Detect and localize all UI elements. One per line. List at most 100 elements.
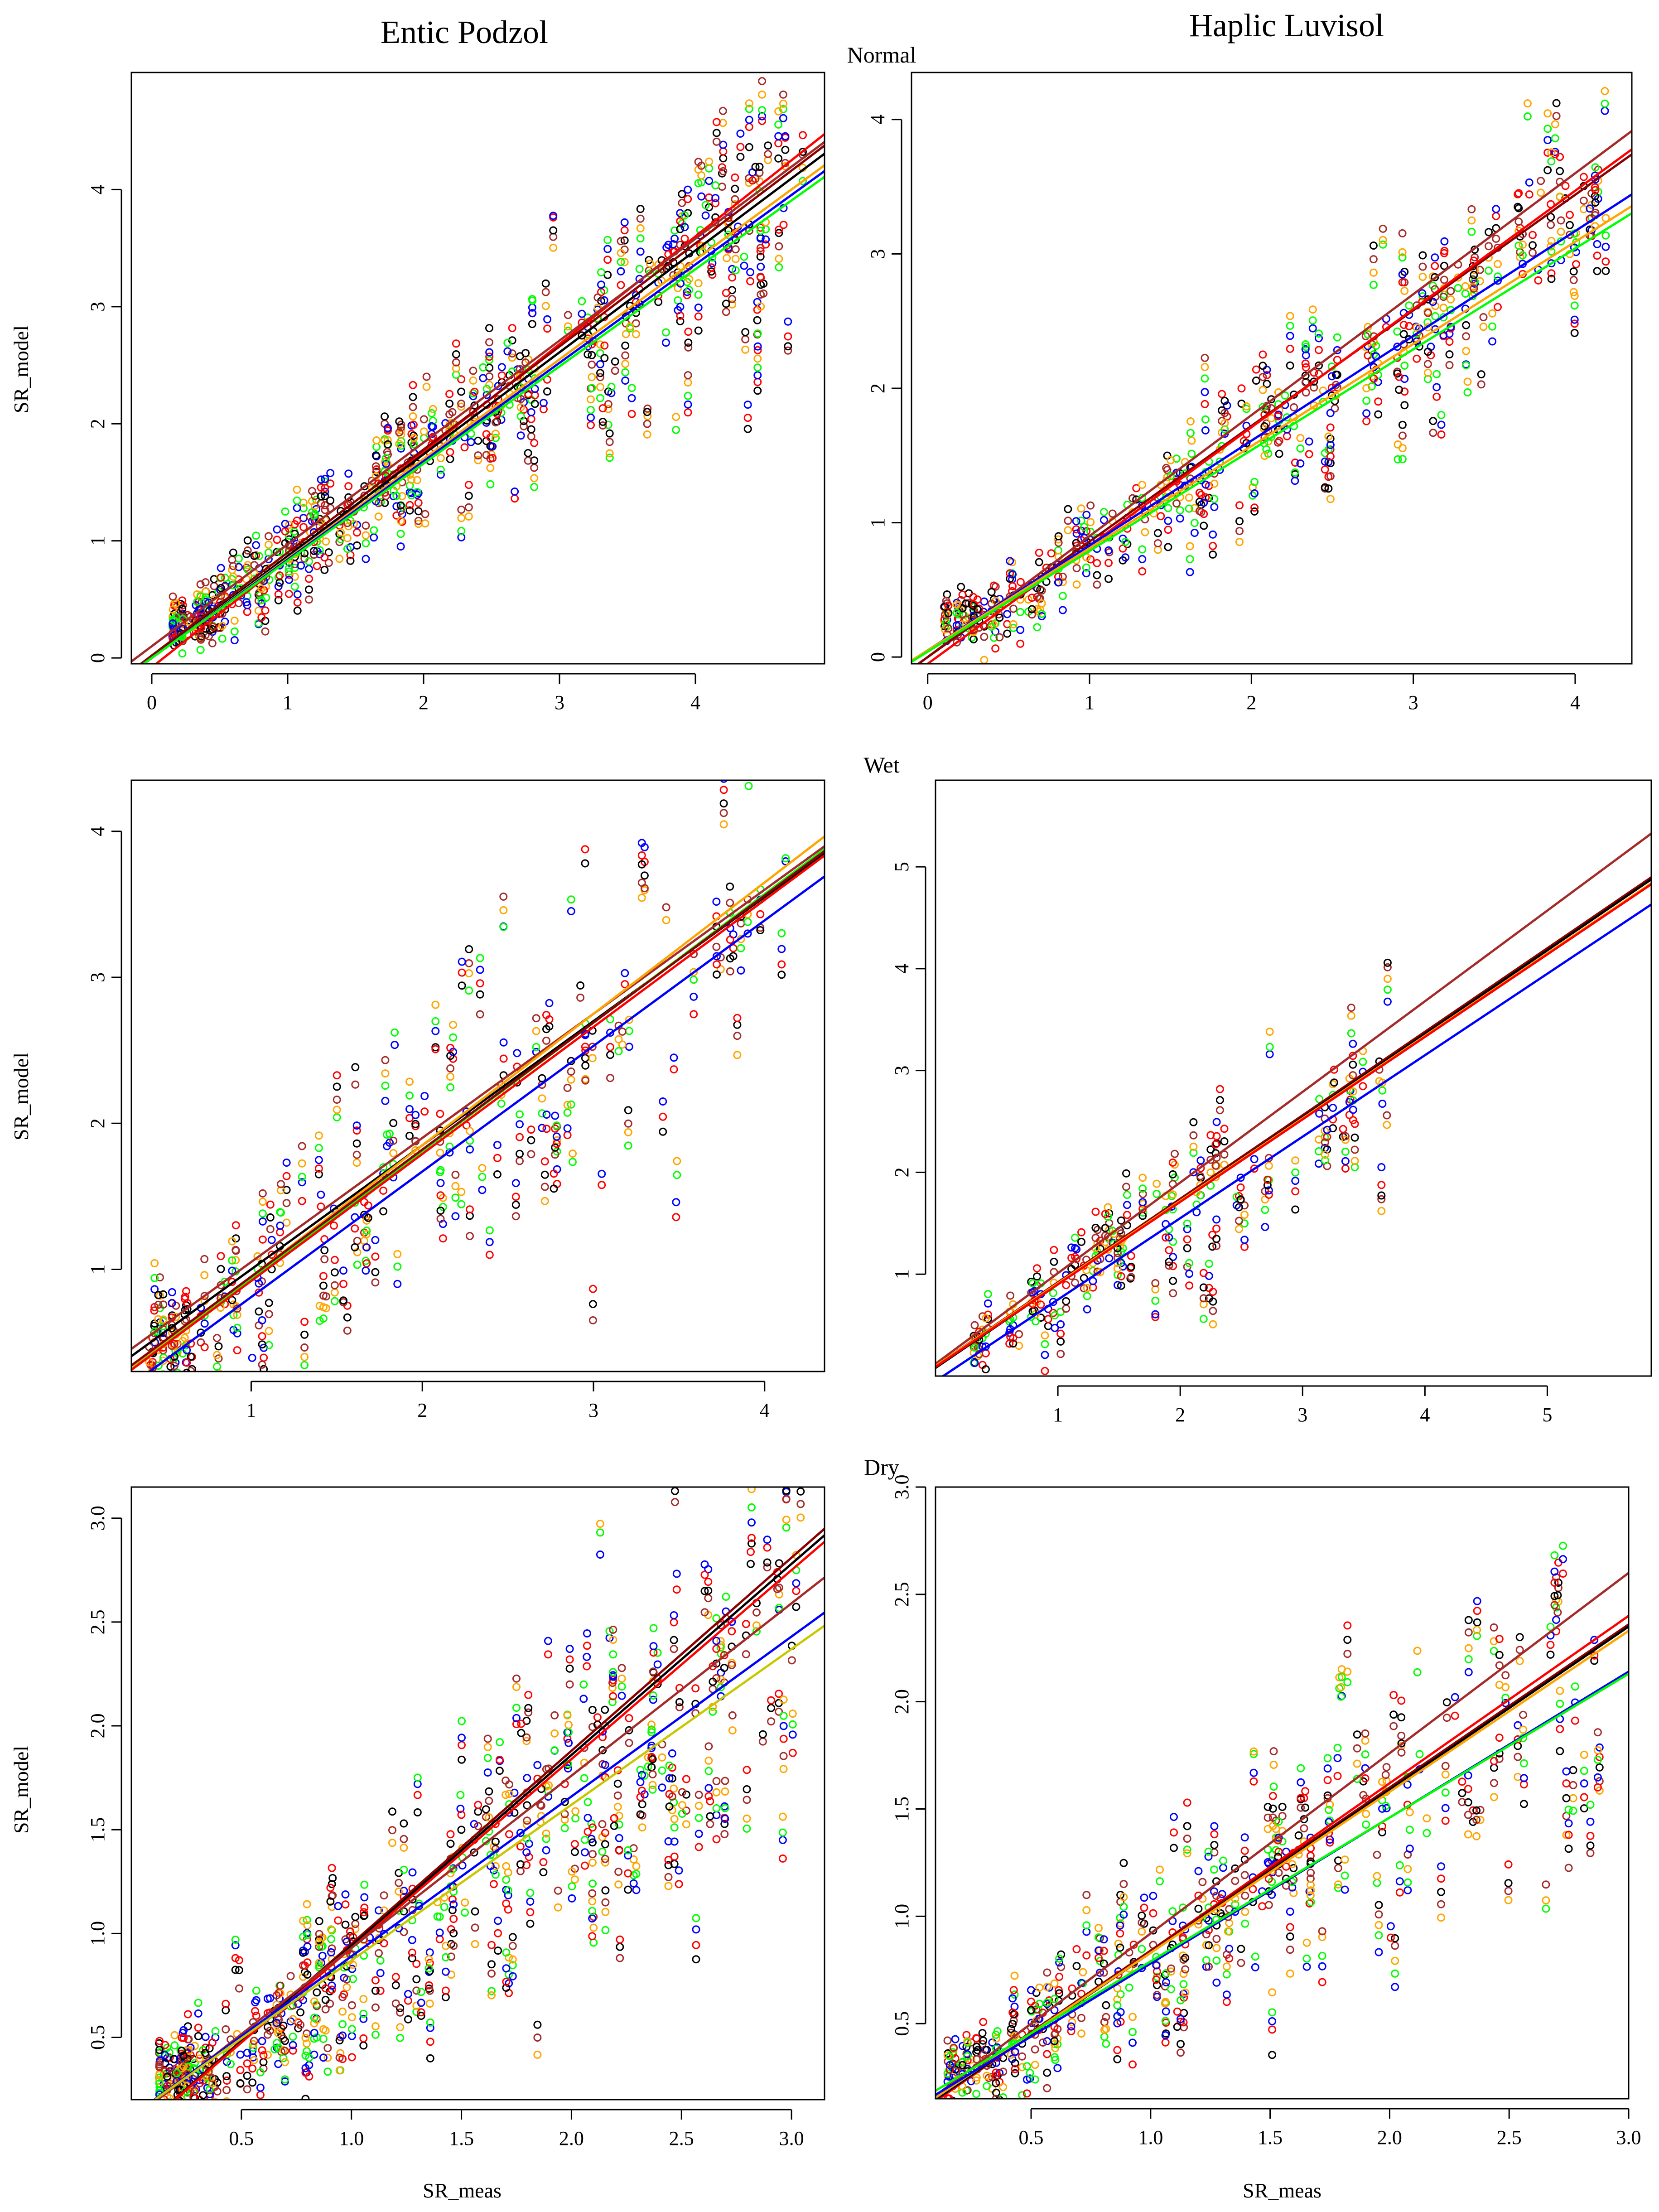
data-point	[229, 548, 237, 557]
data-point	[315, 546, 324, 555]
data-point	[1240, 1236, 1249, 1244]
data-point	[551, 1143, 559, 1152]
data-point	[1323, 1764, 1332, 1773]
data-point	[1318, 1933, 1326, 1941]
data-point	[757, 302, 765, 311]
data-point	[560, 1824, 569, 1832]
data-point	[493, 1170, 502, 1178]
data-point	[1172, 499, 1181, 508]
data-point	[1519, 251, 1527, 260]
points-wet-haplic	[969, 958, 1392, 1375]
data-point	[222, 2097, 231, 2100]
data-point	[485, 1797, 493, 1805]
data-point	[596, 360, 604, 368]
data-point	[201, 2043, 210, 2052]
data-point	[704, 1586, 713, 1595]
data-point	[1250, 507, 1259, 516]
data-point	[1383, 997, 1392, 1006]
data-point	[281, 527, 289, 536]
data-point	[314, 1170, 323, 1178]
data-point	[299, 1948, 307, 1957]
panel-dry-entic: 0.5 1.0 1.5 2.0 2.5 3.00.51.01.52.02.53.0	[87, 1486, 825, 2149]
data-point	[258, 2037, 266, 2045]
data-point	[1326, 409, 1335, 417]
data-point	[1199, 1315, 1208, 1323]
data-point	[397, 444, 405, 453]
data-point	[1189, 1118, 1198, 1126]
data-point	[409, 393, 417, 401]
data-point	[326, 1884, 335, 1892]
data-point	[194, 2024, 203, 2032]
data-point	[614, 1880, 623, 1889]
data-point	[682, 1775, 690, 1783]
data-point	[448, 1865, 457, 1874]
data-point	[1341, 1147, 1350, 1156]
data-point	[526, 1888, 535, 1897]
data-point	[704, 1792, 713, 1801]
data-point	[775, 242, 783, 251]
data-point	[258, 1316, 266, 1324]
data-point	[777, 960, 786, 969]
data-point	[756, 247, 765, 256]
data-point	[243, 536, 252, 545]
data-point	[370, 526, 378, 535]
data-point	[1153, 539, 1162, 547]
y-tick-label: 1.0	[87, 1921, 109, 1946]
data-point	[1123, 1201, 1131, 1209]
data-point	[1391, 1969, 1399, 1978]
data-point	[1218, 390, 1226, 398]
data-point	[1039, 2038, 1047, 2047]
data-point	[620, 218, 629, 227]
data-point	[670, 226, 679, 235]
data-point	[583, 1652, 591, 1661]
data-point	[692, 1925, 700, 1934]
data-point	[1268, 2008, 1277, 2017]
data-point	[1123, 1191, 1131, 1199]
data-point	[1330, 1078, 1338, 1087]
data-point	[568, 1882, 576, 1891]
data-point	[1399, 321, 1408, 329]
data-point	[299, 1932, 307, 1941]
data-point	[334, 1902, 342, 1910]
data-point	[229, 581, 237, 589]
data-point	[466, 1232, 474, 1240]
data-point	[675, 1866, 683, 1875]
data-point	[371, 1278, 380, 1287]
data-point	[1445, 338, 1454, 346]
data-point	[522, 1733, 531, 1742]
data-point	[1515, 1633, 1524, 1642]
x-tick-label: 3.0	[779, 2127, 804, 2149]
x-tick-label: 2	[1175, 1404, 1185, 1426]
data-point	[1194, 1904, 1203, 1913]
data-point	[1398, 420, 1407, 429]
data-point	[1514, 217, 1523, 226]
data-point	[1161, 1998, 1170, 2006]
data-point	[166, 1362, 175, 1371]
data-point	[1362, 384, 1371, 392]
data-point	[984, 1299, 992, 1308]
data-point	[1183, 1849, 1191, 1858]
data-point	[315, 1917, 323, 1925]
regression-lines-wet-haplic	[936, 832, 1651, 1376]
data-point	[643, 408, 651, 416]
data-point	[1051, 1323, 1059, 1332]
data-point	[379, 1207, 388, 1216]
data-point	[1337, 1673, 1346, 1681]
data-point	[353, 1261, 362, 1269]
data-point	[775, 229, 783, 237]
data-point	[218, 634, 227, 643]
data-point	[1006, 557, 1014, 565]
data-point	[371, 462, 380, 471]
data-point	[349, 1933, 357, 1941]
data-point	[1315, 346, 1323, 354]
data-point	[516, 1860, 525, 1869]
data-point	[649, 1667, 657, 1676]
data-point	[474, 456, 482, 464]
data-point	[360, 1908, 368, 1917]
data-point	[1418, 251, 1427, 260]
data-point	[1306, 1891, 1315, 1900]
data-point	[967, 2038, 975, 2047]
data-point	[1543, 148, 1552, 157]
data-point	[285, 521, 294, 529]
data-point	[249, 2040, 257, 2048]
